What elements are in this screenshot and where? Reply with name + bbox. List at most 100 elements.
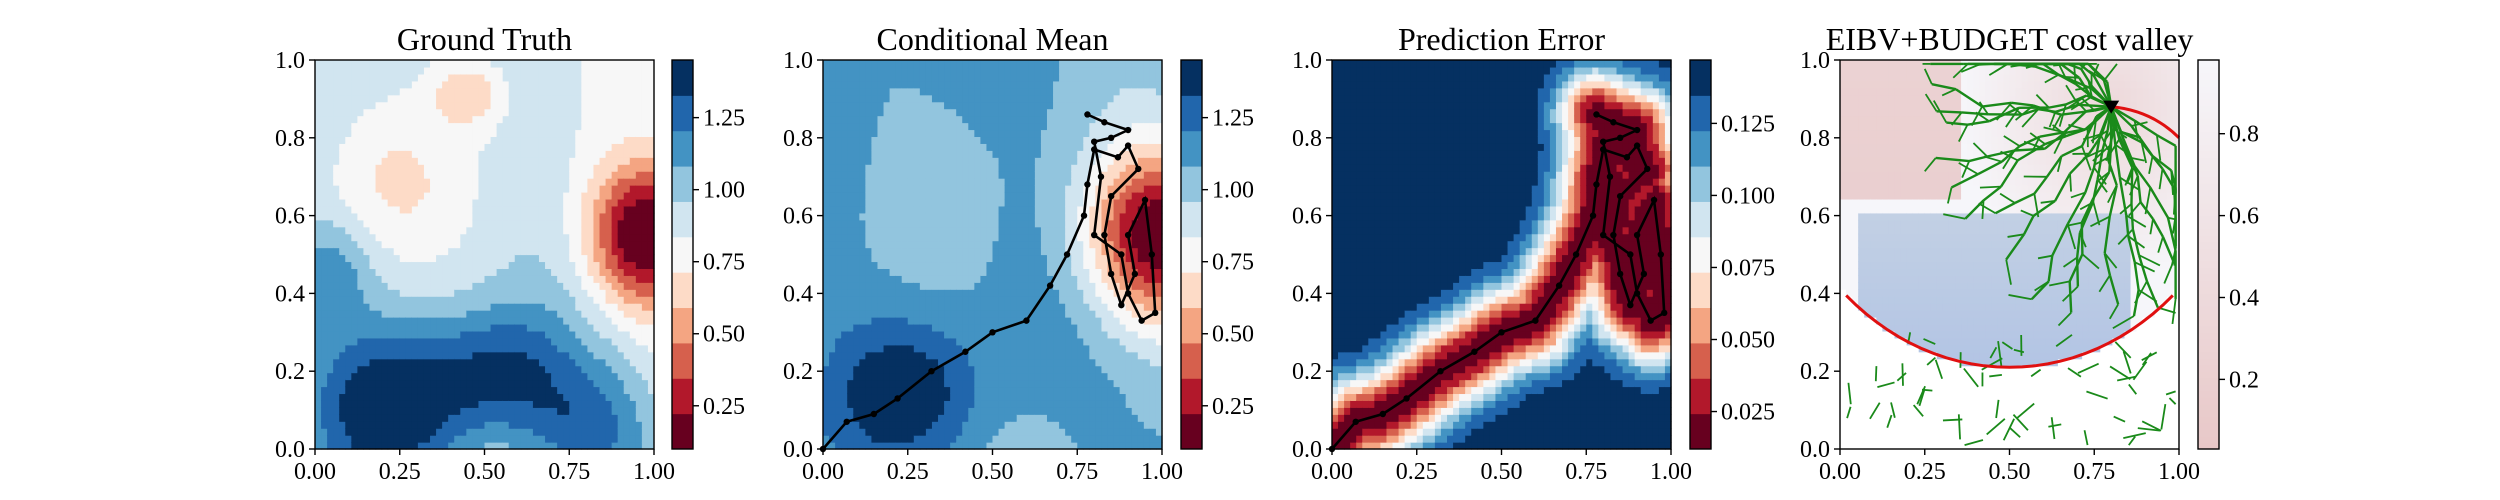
heatmap-cell	[859, 366, 866, 374]
heatmap-cell	[606, 386, 613, 394]
heatmap-cell	[357, 129, 364, 137]
heatmap-cell	[950, 310, 957, 318]
heatmap-cell	[454, 213, 461, 221]
heatmap-cell	[642, 310, 649, 318]
heatmap-cell	[932, 386, 939, 394]
heatmap-cell	[593, 109, 600, 117]
heatmap-cell	[865, 185, 872, 193]
heatmap-cell	[581, 373, 588, 381]
heatmap-cell	[624, 136, 631, 144]
heatmap-cell	[472, 380, 479, 388]
heatmap-cell	[993, 414, 1000, 422]
heatmap-cell	[551, 345, 558, 353]
heatmap-cell	[841, 248, 848, 256]
heatmap-cell	[521, 296, 528, 304]
heatmap-cell	[448, 380, 455, 388]
heatmap-cell	[436, 428, 443, 436]
heatmap-cell	[1017, 407, 1024, 415]
heatmap-cell	[388, 192, 395, 200]
heatmap-cell	[333, 192, 340, 200]
heatmap-cell	[575, 421, 582, 429]
heatmap-cell	[999, 67, 1006, 75]
heatmap-cell	[950, 227, 957, 235]
heatmap-cell	[357, 60, 364, 68]
heatmap-cell	[448, 407, 455, 415]
heatmap-cell	[859, 296, 866, 304]
heatmap-cell	[938, 234, 945, 242]
heatmap-cell	[847, 192, 854, 200]
heatmap-cell	[593, 213, 600, 221]
heatmap-cell	[642, 386, 649, 394]
heatmap-cell	[376, 428, 383, 436]
heatmap-cell	[376, 136, 383, 144]
heatmap-cell	[478, 102, 485, 110]
heatmap-cell	[630, 178, 637, 186]
heatmap-cell	[460, 275, 467, 283]
heatmap-cell	[551, 74, 558, 82]
heatmap-cell	[993, 241, 1000, 249]
heatmap-cell	[363, 386, 370, 394]
heatmap-cell	[345, 206, 352, 214]
heatmap-cell	[569, 199, 576, 207]
heatmap-cell	[1005, 310, 1012, 318]
heatmap-cell	[999, 380, 1006, 388]
heatmap-cell	[859, 60, 866, 68]
heatmap-cell	[418, 129, 425, 137]
heatmap-cell	[351, 185, 358, 193]
heatmap-cell	[321, 227, 328, 235]
heatmap-cell	[376, 234, 383, 242]
heatmap-cell	[315, 88, 322, 96]
heatmap-cell	[999, 373, 1006, 381]
heatmap-cell	[412, 435, 419, 443]
heatmap-cell	[466, 303, 473, 311]
heatmap-cell	[600, 407, 607, 415]
heatmap-cell	[980, 88, 987, 96]
heatmap-cell	[394, 143, 401, 151]
heatmap-cell	[466, 338, 473, 346]
heatmap-cell	[890, 407, 897, 415]
heatmap-cell	[920, 296, 927, 304]
heatmap-cell	[581, 129, 588, 137]
heatmap-cell	[593, 331, 600, 339]
heatmap-cell	[823, 150, 830, 158]
heatmap-cell	[394, 74, 401, 82]
heatmap-cell	[557, 136, 564, 144]
heatmap-cell	[424, 338, 431, 346]
heatmap-cell	[363, 227, 370, 235]
heatmap-cell	[333, 81, 340, 89]
heatmap-cell	[351, 123, 358, 131]
heatmap-cell	[491, 331, 498, 339]
heatmap-cell	[563, 227, 570, 235]
heatmap-cell	[478, 199, 485, 207]
heatmap-cell	[376, 81, 383, 89]
heatmap-cell	[412, 192, 419, 200]
heatmap-cell	[920, 366, 927, 374]
heatmap-cell	[612, 373, 619, 381]
heatmap-cell	[908, 331, 915, 339]
heatmap-cell	[829, 324, 836, 332]
heatmap-cell	[430, 275, 437, 283]
heatmap-cell	[914, 317, 921, 325]
heatmap-cell	[980, 352, 987, 360]
heatmap-cell	[485, 317, 492, 325]
heatmap-cell	[962, 171, 969, 179]
heatmap-cell	[418, 150, 425, 158]
heatmap-cell	[569, 352, 576, 360]
heatmap-cell	[871, 366, 878, 374]
heatmap-cell	[388, 178, 395, 186]
heatmap-cell	[841, 192, 848, 200]
heatmap-cell	[575, 129, 582, 137]
heatmap-cell	[884, 428, 891, 436]
heatmap-cell	[388, 213, 395, 221]
heatmap-cell	[1017, 386, 1024, 394]
heatmap-cell	[448, 109, 455, 117]
heatmap-cell	[551, 407, 558, 415]
heatmap-cell	[612, 380, 619, 388]
heatmap-cell	[944, 352, 951, 360]
heatmap-cell	[902, 129, 909, 137]
heatmap-cell	[974, 275, 981, 283]
heatmap-cell	[369, 136, 376, 144]
heatmap-cell	[557, 268, 564, 276]
heatmap-cell	[593, 74, 600, 82]
heatmap-cell	[382, 220, 389, 228]
